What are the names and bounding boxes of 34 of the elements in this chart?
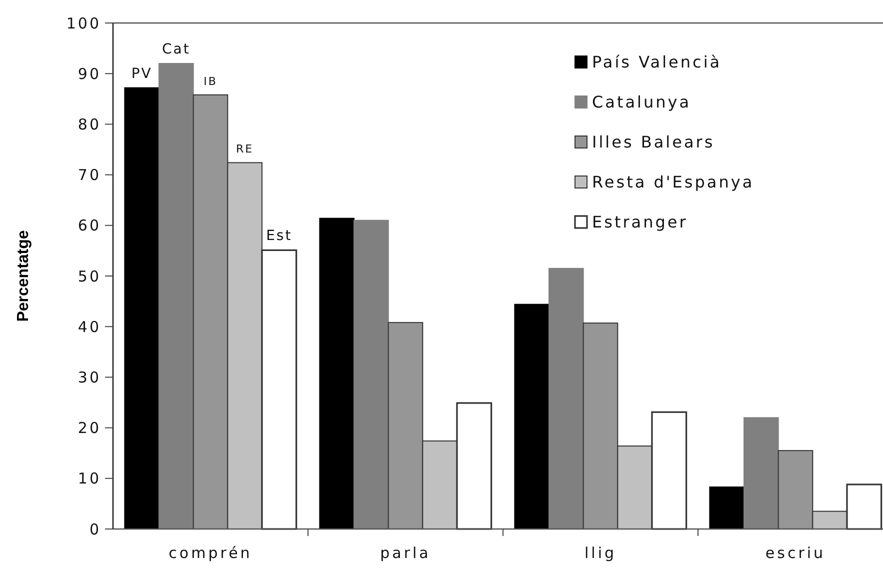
annotation: RE	[236, 142, 254, 156]
bar	[514, 304, 550, 530]
y-tick-label: 0	[89, 520, 101, 538]
bar	[709, 486, 745, 530]
x-tick-label: parla	[380, 544, 431, 562]
y-tick-label: 20	[78, 419, 101, 438]
x-tick-label: escriu	[765, 544, 826, 562]
y-tick-label: 40	[78, 318, 101, 336]
x-tick-label: comprén	[168, 544, 252, 562]
annotation: Cat	[162, 41, 190, 58]
legend-label: Estranger	[592, 212, 688, 232]
y-tick-label: 60	[78, 216, 101, 235]
y-tick-label: 100	[66, 14, 101, 32]
annotation: IB	[204, 74, 218, 88]
bar	[124, 87, 160, 530]
y-axis-title: Percentatge	[15, 230, 32, 322]
y-tick-label: 10	[78, 470, 101, 488]
bar	[319, 218, 355, 530]
bar	[354, 220, 389, 530]
y-tick-label: 50	[78, 267, 101, 286]
y-tick-label: 90	[78, 64, 101, 83]
legend-label: País Valencià	[592, 52, 722, 72]
annotation: Est	[266, 228, 292, 244]
legend-label: Catalunya	[592, 92, 692, 112]
annotation: PV	[131, 66, 152, 82]
y-tick-label: 80	[78, 115, 101, 134]
bar	[744, 417, 779, 530]
legend-label: Illes Balears	[592, 132, 715, 152]
legend-label: Resta d'Espanya	[592, 172, 754, 192]
bar	[548, 268, 584, 530]
y-tick-label: 30	[78, 368, 101, 386]
x-tick-label: llig	[584, 544, 617, 562]
bar	[158, 62, 194, 530]
y-tick-label: 70	[78, 166, 101, 184]
